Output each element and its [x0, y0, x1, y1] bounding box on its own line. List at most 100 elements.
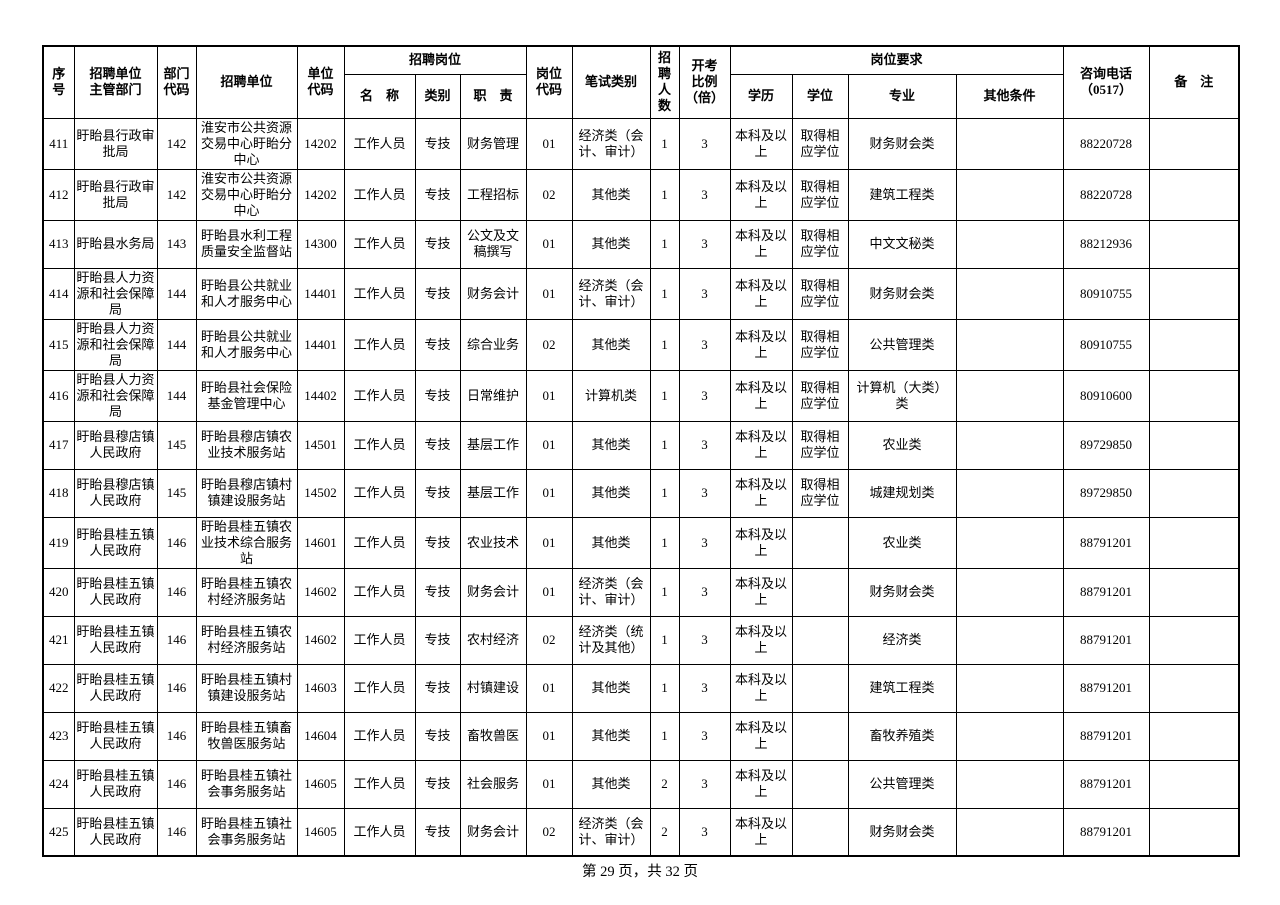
table-row: 420 盱眙县桂五镇人民政府 146 盱眙县桂五镇农村经济服务站 14602 工作人员 专技…	[42, 567, 1240, 617]
cell-education: 本科及以上	[729, 267, 793, 320]
cell-recruit-count: 1	[649, 369, 680, 422]
cell-major: 计算机（大类）类	[847, 369, 957, 422]
cell-other-conditions	[955, 219, 1064, 269]
cell-phone: 88791201	[1062, 663, 1150, 713]
cell-job-category: 专技	[414, 117, 461, 170]
cell-major: 畜牧养殖类	[847, 711, 957, 761]
cell-remark	[1148, 168, 1240, 221]
cell-recruit-count: 2	[649, 807, 680, 857]
cell-supervising-department: 盱眙县桂五镇人民政府	[73, 711, 158, 761]
cell-job-duty: 财务会计	[459, 807, 527, 857]
cell-other-conditions	[955, 516, 1064, 569]
cell-recruiting-unit: 盱眙县水利工程质量安全监督站	[195, 219, 298, 269]
table-row: 419 盱眙县桂五镇人民政府 146 盱眙县桂五镇农业技术综合服务站 14601 工作人员…	[42, 516, 1240, 569]
cell-education: 本科及以上	[729, 117, 793, 170]
cell-phone: 88791201	[1062, 711, 1150, 761]
cell-job-category: 专技	[414, 567, 461, 617]
cell-education: 本科及以上	[729, 711, 793, 761]
cell-phone: 89729850	[1062, 468, 1150, 518]
cell-remark	[1148, 807, 1240, 857]
cell-job-category: 专技	[414, 807, 461, 857]
cell-serial: 414	[42, 267, 75, 320]
cell-recruiting-unit: 盱眙县桂五镇农业技术综合服务站	[195, 516, 298, 569]
cell-degree	[791, 807, 849, 857]
cell-written-exam-category: 其他类	[571, 168, 651, 221]
cell-job-category: 专技	[414, 759, 461, 809]
cell-department-code: 142	[156, 168, 197, 221]
cell-exam-ratio: 3	[678, 711, 731, 761]
cell-job-name: 工作人员	[343, 117, 416, 170]
cell-department-code: 146	[156, 663, 197, 713]
cell-job-name: 工作人员	[343, 759, 416, 809]
cell-remark	[1148, 516, 1240, 569]
cell-job-name: 工作人员	[343, 420, 416, 470]
cell-job-name: 工作人员	[343, 711, 416, 761]
table-row: 417 盱眙县穆店镇人民政府 145 盱眙县穆店镇农业技术服务站 14501 工作人员 专技…	[42, 420, 1240, 470]
cell-remark	[1148, 117, 1240, 170]
table-row: 418 盱眙县穆店镇人民政府 145 盱眙县穆店镇村镇建设服务站 14502 工作人员 专技…	[42, 468, 1240, 518]
cell-unit-code: 14604	[296, 711, 345, 761]
cell-position-code: 01	[525, 369, 573, 422]
cell-position-code: 01	[525, 468, 573, 518]
cell-written-exam-category: 其他类	[571, 711, 651, 761]
cell-unit-code: 14501	[296, 420, 345, 470]
cell-position-code: 01	[525, 267, 573, 320]
cell-written-exam-category: 其他类	[571, 420, 651, 470]
table-row: 424 盱眙县桂五镇人民政府 146 盱眙县桂五镇社会事务服务站 14605 工作人员 专技…	[42, 759, 1240, 809]
cell-recruiting-unit: 盱眙县公共就业和人才服务中心	[195, 318, 298, 371]
cell-job-category: 专技	[414, 168, 461, 221]
cell-job-category: 专技	[414, 663, 461, 713]
header-cell: 招聘人数	[649, 45, 680, 119]
cell-degree	[791, 516, 849, 569]
cell-recruiting-unit: 盱眙县桂五镇农村经济服务站	[195, 567, 298, 617]
cell-position-code: 02	[525, 168, 573, 221]
cell-written-exam-category: 经济类（会计、审计）	[571, 117, 651, 170]
cell-degree: 取得相应学位	[791, 168, 849, 221]
cell-job-name: 工作人员	[343, 318, 416, 371]
cell-education: 本科及以上	[729, 807, 793, 857]
cell-major: 建筑工程类	[847, 168, 957, 221]
cell-recruit-count: 1	[649, 267, 680, 320]
cell-department-code: 146	[156, 759, 197, 809]
cell-recruiting-unit: 盱眙县公共就业和人才服务中心	[195, 267, 298, 320]
cell-job-name: 工作人员	[343, 615, 416, 665]
cell-recruiting-unit: 淮安市公共资源交易中心盱眙分中心	[195, 168, 298, 221]
header-cell: 招聘岗位	[343, 45, 527, 75]
cell-supervising-department: 盱眙县穆店镇人民政府	[73, 420, 158, 470]
cell-job-duty: 农村经济	[459, 615, 527, 665]
cell-position-code: 01	[525, 711, 573, 761]
cell-job-name: 工作人员	[343, 219, 416, 269]
cell-supervising-department: 盱眙县水务局	[73, 219, 158, 269]
cell-serial: 423	[42, 711, 75, 761]
cell-degree: 取得相应学位	[791, 267, 849, 320]
cell-written-exam-category: 其他类	[571, 219, 651, 269]
cell-job-name: 工作人员	[343, 567, 416, 617]
cell-degree: 取得相应学位	[791, 219, 849, 269]
cell-major: 建筑工程类	[847, 663, 957, 713]
cell-recruiting-unit: 盱眙县桂五镇村镇建设服务站	[195, 663, 298, 713]
cell-recruit-count: 2	[649, 759, 680, 809]
cell-department-code: 143	[156, 219, 197, 269]
cell-education: 本科及以上	[729, 168, 793, 221]
cell-exam-ratio: 3	[678, 468, 731, 518]
cell-remark	[1148, 759, 1240, 809]
cell-job-category: 专技	[414, 267, 461, 320]
recruitment-table-container: 序号 招聘单位 主管部门 部门 代码 招聘单位 单位 代码 招聘岗位 岗位 代码 笔试类别 招聘…	[42, 45, 1241, 857]
header-cell: 单位 代码	[296, 45, 345, 119]
cell-unit-code: 14605	[296, 759, 345, 809]
cell-exam-ratio: 3	[678, 807, 731, 857]
cell-supervising-department: 盱眙县桂五镇人民政府	[73, 516, 158, 569]
cell-recruit-count: 1	[649, 615, 680, 665]
cell-job-duty: 综合业务	[459, 318, 527, 371]
subheader-cell: 类别	[414, 73, 461, 119]
cell-major: 财务财会类	[847, 567, 957, 617]
cell-education: 本科及以上	[729, 468, 793, 518]
table-row: 423 盱眙县桂五镇人民政府 146 盱眙县桂五镇畜牧兽医服务站 14604 工作人员 专技…	[42, 711, 1240, 761]
cell-serial: 425	[42, 807, 75, 857]
cell-job-category: 专技	[414, 615, 461, 665]
cell-degree: 取得相应学位	[791, 420, 849, 470]
cell-position-code: 01	[525, 219, 573, 269]
cell-supervising-department: 盱眙县桂五镇人民政府	[73, 807, 158, 857]
cell-serial: 424	[42, 759, 75, 809]
cell-position-code: 01	[525, 567, 573, 617]
